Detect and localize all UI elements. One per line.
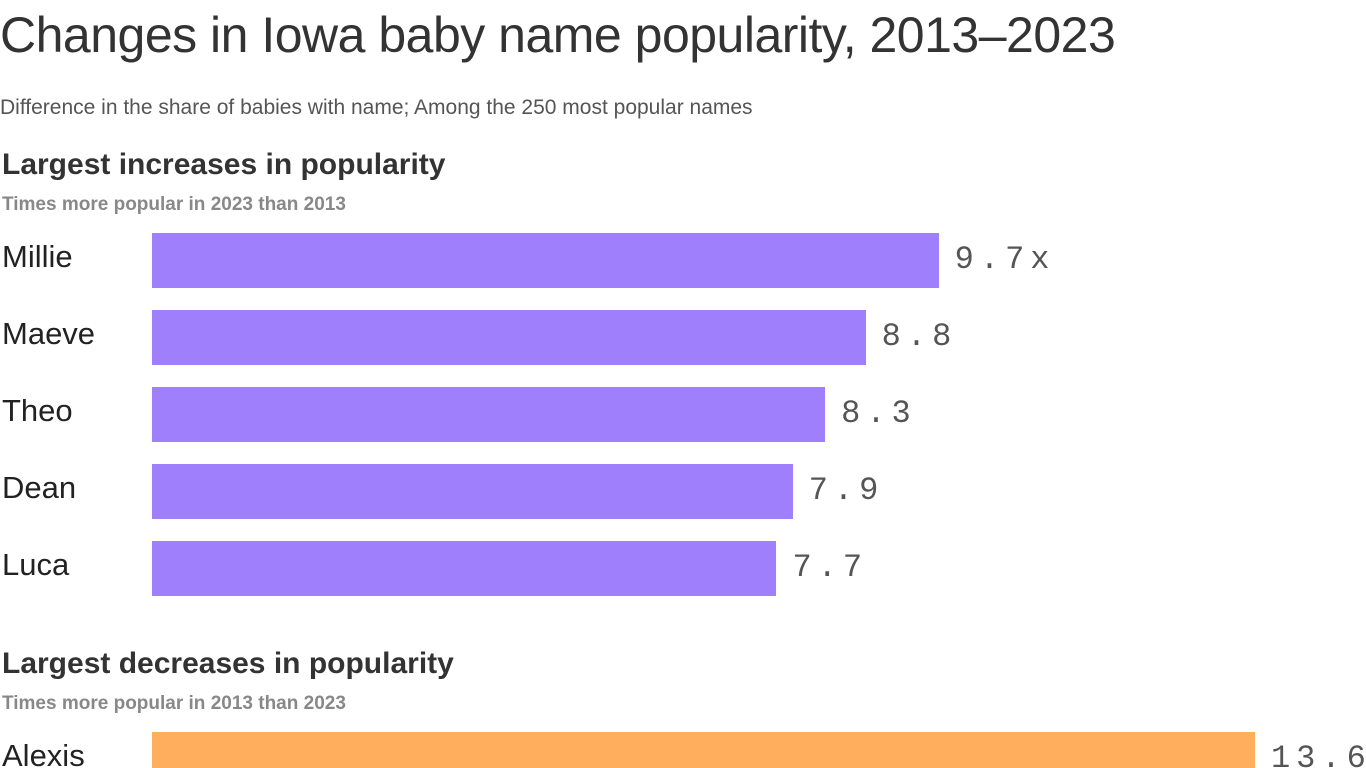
category-label: Maeve xyxy=(2,316,96,351)
bar-luca xyxy=(152,541,777,596)
value-label: 7.7 xyxy=(792,549,869,586)
value-label: 9.7x xyxy=(954,241,1056,278)
category-label: Alexis xyxy=(2,738,85,768)
bar-theo xyxy=(152,387,826,442)
value-label: 8.8 xyxy=(881,318,958,355)
section-subtitle: Times more popular in 2013 than 2023 xyxy=(2,693,346,714)
section-title: Largest increases in popularity xyxy=(2,148,446,181)
section-subtitle: Times more popular in 2023 than 2013 xyxy=(2,194,346,215)
bar-alexis xyxy=(152,732,1255,768)
value-label: 8.3 xyxy=(841,395,917,432)
category-label: Luca xyxy=(2,547,70,582)
category-label: Millie xyxy=(2,239,73,274)
bar-dean xyxy=(152,464,793,519)
bar-maeve xyxy=(152,310,866,365)
chart-title: Changes in Iowa baby name popularity, 20… xyxy=(0,7,1116,63)
section-title: Largest decreases in popularity xyxy=(2,647,454,680)
chart-subtitle: Difference in the share of babies with n… xyxy=(0,96,753,119)
value-label: 7.9 xyxy=(808,472,885,509)
category-label: Theo xyxy=(2,393,73,428)
bar-millie xyxy=(152,233,939,288)
category-label: Dean xyxy=(2,470,77,505)
value-label: 13.6 xyxy=(1270,740,1366,768)
